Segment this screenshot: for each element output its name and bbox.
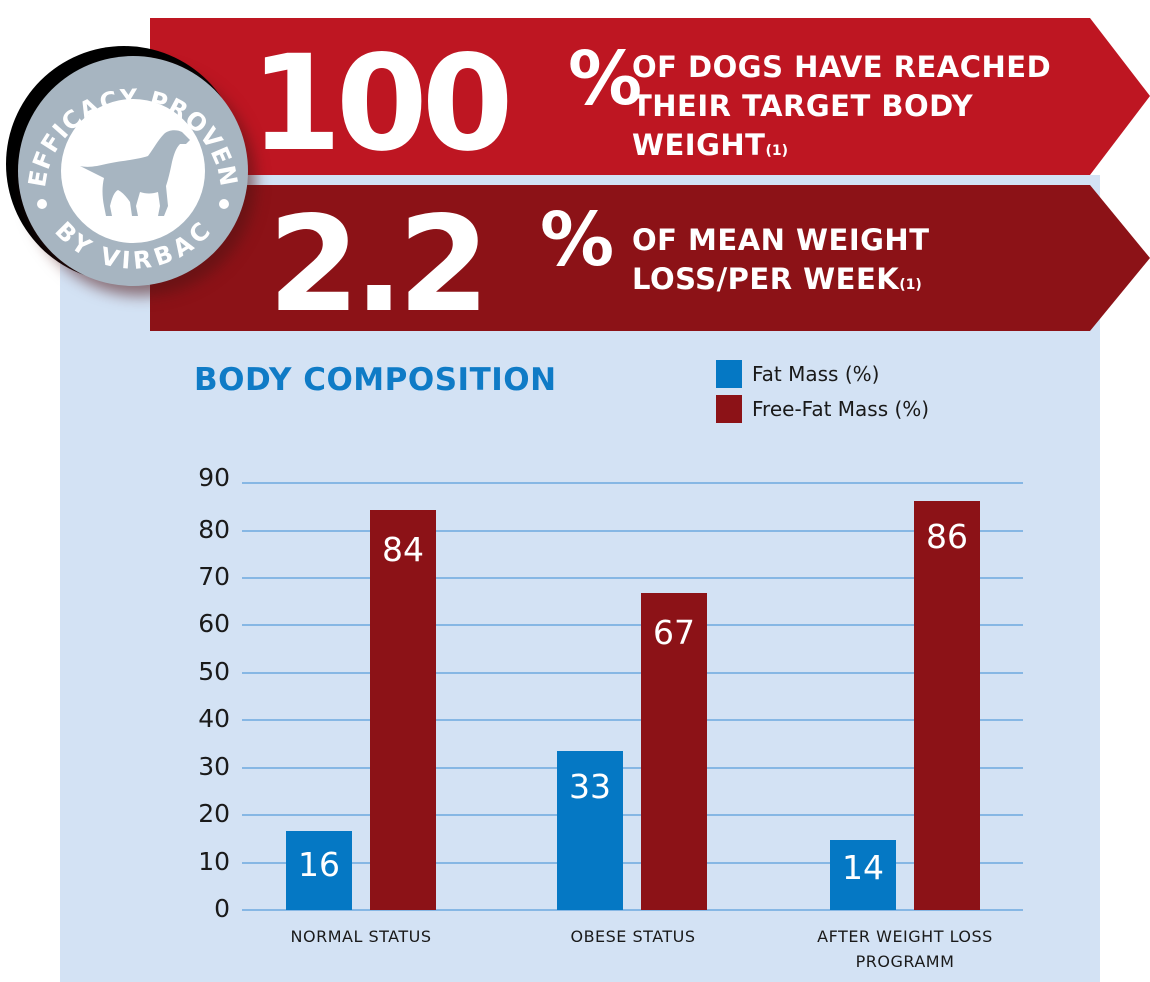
gridline: [242, 624, 1023, 626]
gridline: [242, 482, 1023, 484]
stat-line: WEIGHT: [632, 128, 766, 162]
bar-after-free-fat-mass: 86: [914, 501, 980, 910]
stat-number: 2.2: [268, 188, 490, 342]
legend-label: Free-Fat Mass (%): [752, 397, 930, 421]
footnote-marker: (1): [765, 143, 788, 159]
legend-item-free-fat-mass: Free-Fat Mass (%): [716, 393, 929, 425]
stat-line: LOSS/PER WEEK: [632, 262, 900, 296]
gridline: [242, 577, 1023, 579]
banner-arrow-shape: [150, 18, 1150, 175]
stat-line: THEIR TARGET BODY: [632, 89, 974, 123]
gridline: [242, 862, 1023, 864]
bar-after-fat-mass: 14: [830, 840, 896, 910]
gridline: [242, 814, 1023, 816]
efficacy-badge: EFFICACY PROVEN BY VIRBAC: [18, 56, 248, 286]
bar-value-label: 84: [382, 530, 424, 569]
bar-obese-fat-mass: 33: [557, 751, 623, 910]
dog-icon: [80, 130, 190, 216]
x-category-label: NORMAL STATUS: [290, 927, 432, 946]
y-tick-label: 10: [198, 847, 230, 876]
y-tick-label: 30: [198, 752, 230, 781]
bar-value-label: 86: [926, 517, 968, 556]
stat-value-2-2: 2.2%: [268, 199, 614, 331]
legend-swatch-red: [716, 395, 742, 423]
y-tick-label: 70: [198, 562, 230, 591]
legend-swatch-blue: [716, 360, 742, 388]
stat-line: OF MEAN WEIGHT: [632, 223, 930, 257]
chart-legend: Fat Mass (%) Free-Fat Mass (%): [716, 358, 929, 428]
legend-item-fat-mass: Fat Mass (%): [716, 358, 929, 390]
y-tick-label: 0: [214, 894, 230, 923]
x-category-label: AFTER WEIGHT LOSS PROGRAMM: [817, 927, 993, 971]
stat-value-100: 100%: [250, 38, 642, 170]
stat-description: OF MEAN WEIGHT LOSS/PER WEEK(1): [632, 221, 1102, 299]
gridline: [242, 530, 1023, 532]
bar-value-label: 16: [298, 845, 340, 884]
chart-title: BODY COMPOSITION: [194, 362, 557, 398]
y-tick-label: 40: [198, 704, 230, 733]
gridline: [242, 719, 1023, 721]
y-tick-label: 20: [198, 799, 230, 828]
legend-label: Fat Mass (%): [752, 362, 880, 386]
banner-arrow-shape: [150, 185, 1150, 331]
percent-sign: %: [568, 36, 643, 122]
stat-line: OF DOGS HAVE REACHED: [632, 50, 1052, 84]
gridline: [242, 672, 1023, 674]
y-tick-label: 50: [198, 657, 230, 686]
y-tick-label: 60: [198, 609, 230, 638]
gridline: [242, 767, 1023, 769]
bar-value-label: 67: [653, 613, 695, 652]
stat-banner-weekly-loss: 2.2% OF MEAN WEIGHT LOSS/PER WEEK(1): [150, 185, 1150, 331]
stat-banner-target-weight: 100% OF DOGS HAVE REACHED THEIR TARGET B…: [150, 18, 1150, 175]
bar-value-label: 33: [569, 767, 611, 806]
stat-number: 100: [250, 27, 514, 181]
gridline: [242, 909, 1023, 911]
bar-normal-free-fat-mass: 84: [370, 510, 436, 910]
x-category-label: OBESE STATUS: [570, 927, 696, 946]
bar-value-label: 14: [842, 848, 884, 887]
badge-graphic: EFFICACY PROVEN BY VIRBAC: [23, 84, 242, 275]
y-tick-label: 80: [198, 515, 230, 544]
stat-description: OF DOGS HAVE REACHED THEIR TARGET BODY W…: [632, 48, 1102, 165]
percent-sign: %: [540, 197, 615, 283]
bar-normal-fat-mass: 16: [286, 831, 352, 910]
y-tick-label: 90: [198, 463, 230, 492]
footnote-marker: (1): [899, 277, 922, 293]
bar-obese-free-fat-mass: 67: [641, 593, 707, 910]
